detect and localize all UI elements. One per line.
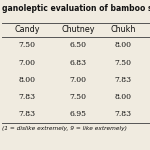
Text: Chukh: Chukh [110,26,136,34]
Text: 7.83: 7.83 [18,93,36,101]
Text: 6.95: 6.95 [69,110,87,118]
Text: 7.00: 7.00 [18,59,36,67]
Text: 7.83: 7.83 [114,110,132,118]
Text: 8.00: 8.00 [114,41,132,49]
Text: 8.00: 8.00 [114,93,132,101]
Text: 6.50: 6.50 [69,41,87,49]
Text: 7.50: 7.50 [114,59,132,67]
Text: 8.00: 8.00 [18,76,36,84]
Text: 6.83: 6.83 [69,59,87,67]
Text: 7.83: 7.83 [18,110,36,118]
Text: 7.50: 7.50 [69,93,87,101]
Text: (1 = dislike extremely, 9 = like extremely): (1 = dislike extremely, 9 = like extreme… [2,126,126,131]
Text: Chutney: Chutney [61,26,95,34]
Text: 7.83: 7.83 [114,76,132,84]
Text: Candy: Candy [14,26,40,34]
Text: ganoleptic evaluation of bamboo sho: ganoleptic evaluation of bamboo sho [2,4,150,13]
Text: 7.50: 7.50 [18,41,36,49]
Text: 7.00: 7.00 [69,76,87,84]
